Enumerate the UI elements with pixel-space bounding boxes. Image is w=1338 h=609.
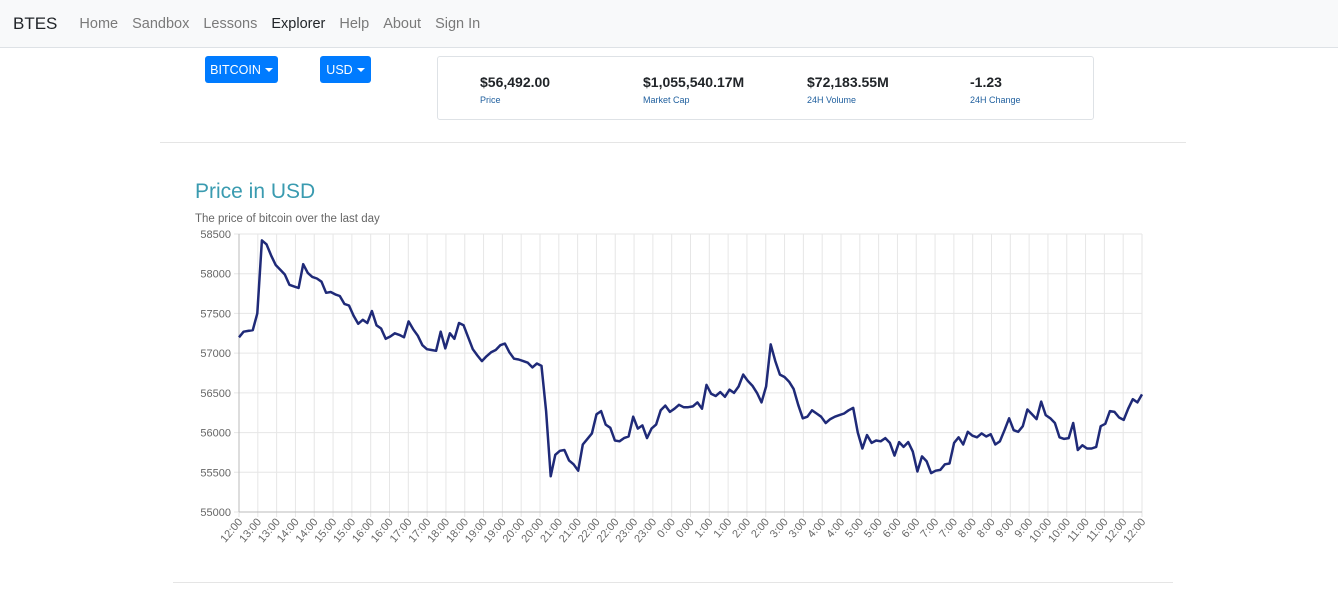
- stat-change-value: -1.23: [970, 74, 1002, 90]
- brand-logo[interactable]: BTES: [13, 13, 58, 33]
- stat-price-value: $56,492.00: [480, 74, 551, 90]
- x-tick-label: 8:00: [956, 516, 979, 540]
- y-tick-label: 55000: [200, 507, 231, 519]
- y-tick-label: 58500: [200, 229, 231, 241]
- stat-market-cap-label: Market Cap: [643, 95, 690, 105]
- y-tick-label: 56500: [200, 388, 231, 400]
- nav-lessons[interactable]: Lessons: [203, 15, 258, 32]
- y-tick-label: 55500: [200, 467, 231, 479]
- y-tick-label: 56000: [200, 428, 231, 440]
- x-tick-label: 6:00: [881, 516, 904, 540]
- nav-help[interactable]: Help: [339, 15, 370, 32]
- nav-home[interactable]: Home: [79, 15, 119, 32]
- x-tick-label: 8:00: [975, 516, 998, 540]
- stat-market-cap: $1,055,540.17M Market Cap: [643, 74, 744, 105]
- chevron-down-icon: [264, 67, 273, 72]
- x-tick-label: 3:00: [787, 516, 810, 540]
- x-tick-label: 4:00: [806, 516, 829, 540]
- x-tick-label: 5:00: [862, 516, 885, 540]
- y-tick-label: 58000: [200, 269, 231, 281]
- chart-subtitle: The price of bitcoin over the last day: [195, 213, 380, 225]
- x-tick-label: 7:00: [918, 516, 941, 540]
- x-tick-label: 1:00: [693, 516, 716, 540]
- x-tick-label: 5:00: [843, 516, 866, 540]
- nav-explorer[interactable]: Explorer: [271, 15, 326, 32]
- x-tick-label: 2:00: [730, 516, 753, 540]
- stat-volume-value: $72,183.55M: [807, 74, 889, 90]
- x-tick-label: 2:00: [749, 516, 772, 540]
- stat-volume: $72,183.55M 24H Volume: [807, 74, 889, 105]
- stat-volume-label: 24H Volume: [807, 95, 857, 105]
- x-tick-label: 6:00: [900, 516, 923, 540]
- x-tick-label: 0:00: [674, 516, 697, 540]
- market-stats-card: $56,492.00 Price $1,055,540.17M Market C…: [437, 56, 1094, 120]
- section-divider: [160, 142, 1186, 143]
- y-tick-label: 57000: [200, 348, 231, 360]
- x-tick-label: 0:00: [655, 516, 678, 540]
- stat-change: -1.23 24H Change: [970, 74, 1021, 105]
- x-tick-label: 3:00: [768, 516, 791, 540]
- x-tick-label: 12:00: [1121, 516, 1148, 545]
- top-navbar: BTES Home Sandbox Lessons Explorer Help …: [0, 0, 1338, 48]
- chevron-down-icon: [356, 67, 365, 72]
- chart-title: Price in USD: [195, 180, 316, 203]
- currency-dropdown-button[interactable]: USD: [320, 56, 371, 83]
- price-series-line: [238, 239, 1144, 478]
- nav-sign-in[interactable]: Sign In: [435, 15, 481, 32]
- x-tick-label: 7:00: [937, 516, 960, 540]
- nav-about[interactable]: About: [383, 15, 422, 32]
- x-tick-label: 9:00: [994, 516, 1017, 540]
- y-tick-label: 57500: [200, 308, 231, 320]
- stat-change-label: 24H Change: [970, 95, 1021, 105]
- stat-price: $56,492.00 Price: [480, 74, 550, 105]
- x-tick-label: 23:00: [632, 516, 659, 545]
- nav-sandbox[interactable]: Sandbox: [132, 15, 190, 32]
- stat-price-label: Price: [480, 95, 501, 105]
- stat-market-cap-value: $1,055,540.17M: [643, 74, 745, 90]
- currency-dropdown-label: USD: [326, 62, 353, 77]
- x-tick-label: 4:00: [824, 516, 847, 540]
- bottom-divider: [173, 582, 1173, 583]
- coin-dropdown-button[interactable]: BITCOIN: [205, 56, 278, 83]
- x-tick-label: 1:00: [711, 516, 734, 540]
- coin-dropdown-label: BITCOIN: [210, 62, 261, 77]
